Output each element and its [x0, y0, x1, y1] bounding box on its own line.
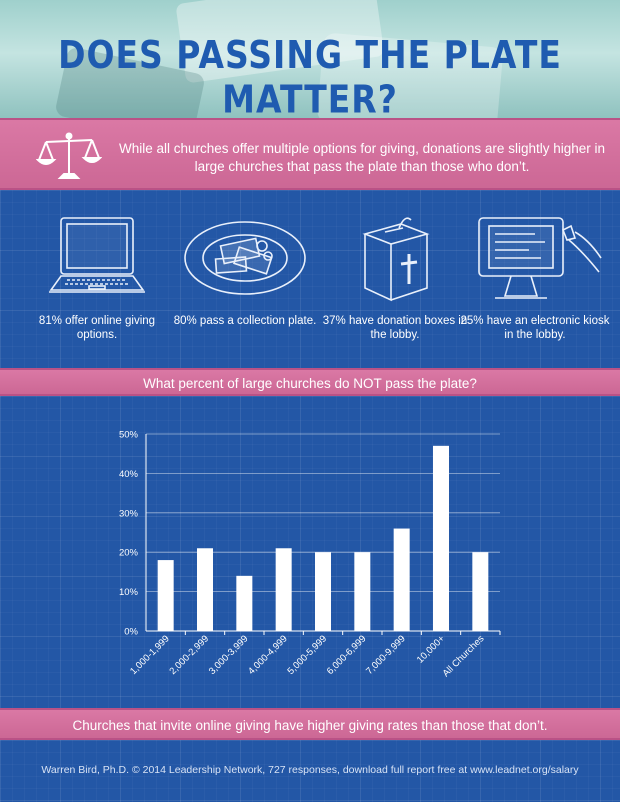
credit-panel: Warren Bird, Ph.D. © 2014 Leadership Net… — [0, 740, 620, 802]
giving-options-panel: 81% offer online giving options. 80% pas… — [0, 190, 620, 368]
footer-band: Churches that invite online giving have … — [0, 708, 620, 740]
giving-option-kiosk: 25% have an electronic kiosk in the lobb… — [460, 210, 610, 342]
chart-question: What percent of large churches do NOT pa… — [143, 376, 477, 391]
donation-box-caption: 37% have donation boxes in the lobby. — [322, 315, 468, 341]
chart-panel: 0% 10% 20% 30% 40% 50% 1,000-1,999 2,000-2,999 3… — [0, 396, 620, 708]
x-tick-label: 4,000-4,999 — [246, 633, 290, 677]
bar — [197, 548, 213, 631]
giving-option-online: 81% offer online giving options. — [22, 210, 172, 342]
bar — [157, 560, 174, 631]
collection-plate-icon — [184, 221, 306, 295]
bar — [315, 552, 331, 631]
donation-box-icon — [362, 217, 430, 302]
kiosk-caption: 25% have an electronic kiosk in the lobb… — [460, 315, 610, 341]
page-title: DOES PASSING THE PLATE MATTER? — [58, 32, 562, 118]
bar — [354, 552, 371, 631]
giving-option-plate: 80% pass a collection plate. — [170, 210, 320, 328]
kiosk-icon — [478, 217, 602, 299]
y-tick-label: 20% — [119, 548, 139, 559]
bar — [236, 575, 253, 631]
balance-scale-icon — [36, 132, 102, 179]
y-tick-label: 10% — [119, 587, 139, 598]
online-giving-caption: 81% offer online giving options. — [38, 315, 156, 341]
x-tick-label: 10,000+ — [415, 633, 448, 666]
bar — [393, 528, 410, 631]
y-tick-label: 0% — [124, 627, 138, 638]
y-tick-label: 40% — [119, 469, 139, 480]
x-tick-label: 3,000-3,999 — [207, 633, 251, 677]
laptop-icon — [49, 217, 145, 293]
x-tick-label: 7,000-9,999 — [364, 633, 408, 677]
bar — [433, 445, 449, 631]
plate-caption: 80% pass a collection plate. — [173, 315, 317, 327]
intro-text: While all churches offer multiple option… — [118, 141, 605, 174]
footer-statement: Churches that invite online giving have … — [72, 718, 548, 733]
bar-chart: 0% 10% 20% 30% 40% 50% 1,000-1,9992,000-2,9993… — [119, 430, 501, 679]
y-tick-label: 50% — [119, 430, 139, 441]
bar — [275, 548, 292, 631]
x-tick-label: 2,000-2,999 — [167, 633, 211, 677]
giving-option-box: 37% have donation boxes in the lobby. — [320, 210, 470, 342]
y-tick-label: 30% — [119, 508, 139, 519]
header-banner: DOES PASSING THE PLATE MATTER? — [0, 0, 620, 118]
source-credit: Warren Bird, Ph.D. © 2014 Leadership Net… — [41, 764, 579, 776]
bar — [472, 552, 489, 631]
x-tick-label: All Churches — [441, 633, 487, 679]
x-tick-label: 5,000-5,999 — [285, 633, 329, 677]
x-tick-label: 1,000-1,999 — [128, 633, 172, 677]
x-tick-label: 6,000-6,999 — [325, 633, 369, 677]
question-band: What percent of large churches do NOT pa… — [0, 368, 620, 396]
intro-band: While all churches offer multiple option… — [0, 118, 620, 190]
